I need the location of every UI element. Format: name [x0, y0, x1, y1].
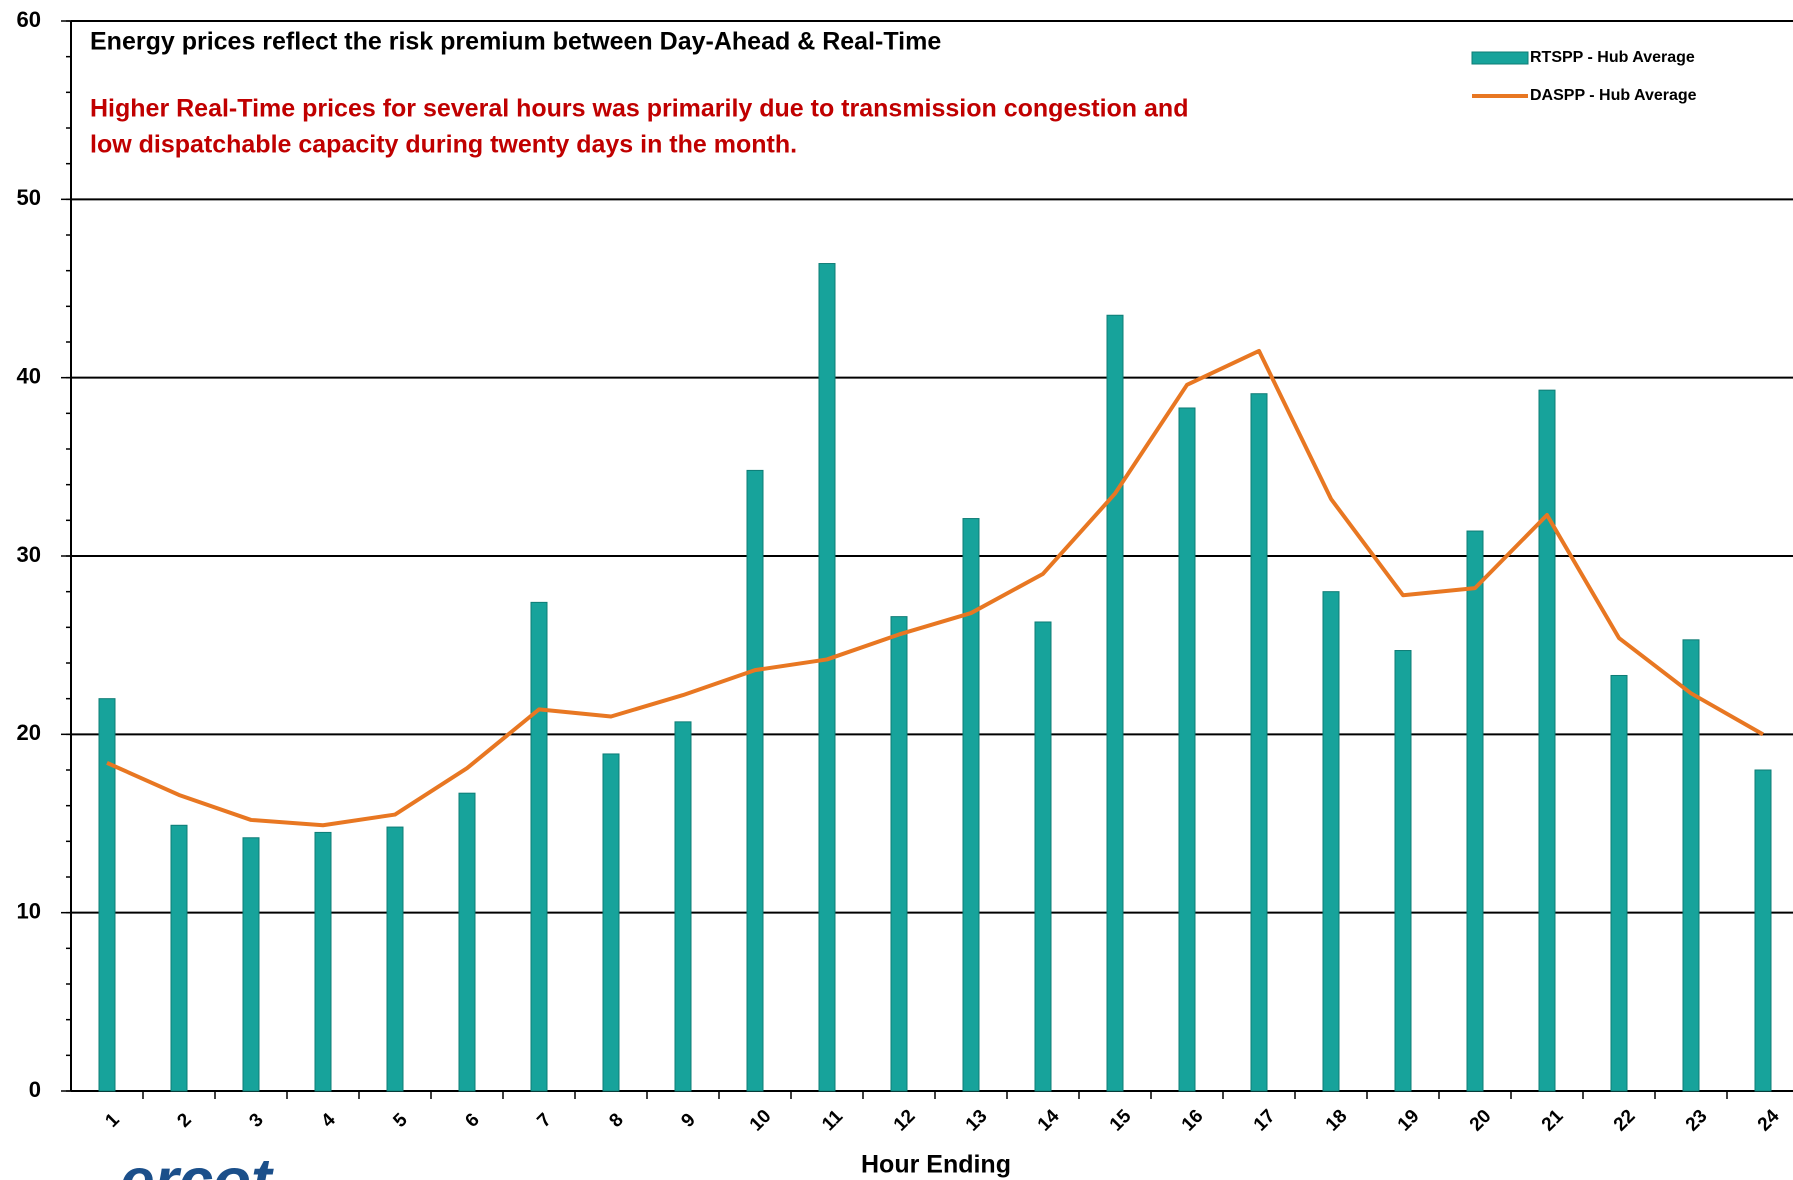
- line: [106, 348, 1764, 828]
- bar: [170, 824, 188, 1092]
- x-tick-label: 22: [1610, 1106, 1640, 1136]
- x-tick-label: 6: [461, 1109, 483, 1131]
- bar: [1106, 314, 1124, 1092]
- y-tick-label: 40: [17, 363, 41, 388]
- bar: [386, 826, 404, 1092]
- y-tick-label: 20: [17, 720, 41, 745]
- logo: ercot: [120, 1146, 274, 1180]
- x-tick-label: 1: [101, 1109, 124, 1132]
- x-tick-label: 3: [245, 1109, 267, 1131]
- legend-swatch: [1471, 51, 1529, 65]
- x-tick-label: 23: [1682, 1106, 1712, 1136]
- x-tick-label: 19: [1394, 1106, 1424, 1136]
- bar: [818, 263, 836, 1092]
- y-tick-label: 0: [29, 1077, 41, 1102]
- x-tick-label: 4: [317, 1109, 340, 1132]
- x-tick-label: 21: [1538, 1105, 1568, 1135]
- y-tick-label: 50: [17, 185, 41, 210]
- x-tick-label: 17: [1250, 1106, 1280, 1136]
- annotation: low dispatchable capacity during twenty …: [90, 131, 797, 159]
- bar: [890, 616, 908, 1092]
- bar: [530, 601, 548, 1092]
- x-tick-label: 16: [1178, 1106, 1208, 1136]
- bar: [746, 469, 764, 1092]
- bar: [1610, 674, 1628, 1092]
- legend-label: RTSPP - Hub Average: [1530, 49, 1695, 66]
- x-tick-label: 20: [1466, 1106, 1496, 1136]
- y-tick-label: 30: [17, 542, 41, 567]
- annotation: Energy prices reflect the risk premium b…: [90, 28, 941, 56]
- x-tick-label: 5: [389, 1109, 412, 1132]
- bar: [962, 518, 980, 1092]
- annotation: Higher Real-Time prices for several hour…: [90, 95, 1188, 123]
- x-axis-label: Hour Ending: [861, 1151, 1011, 1179]
- bar: [602, 753, 620, 1092]
- x-tick-label: 10: [746, 1106, 776, 1136]
- bar: [1178, 407, 1196, 1092]
- bar: [242, 837, 260, 1092]
- x-tick-label: 9: [677, 1109, 699, 1131]
- x-tick-label: 13: [962, 1106, 992, 1136]
- y-tick-label: 10: [17, 898, 41, 923]
- x-tick-label: 11: [818, 1106, 847, 1135]
- bar: [1538, 389, 1556, 1092]
- x-tick-label: 2: [173, 1109, 195, 1131]
- legend-label: DASPP - Hub Average: [1530, 87, 1697, 104]
- bar: [1394, 650, 1412, 1092]
- x-tick-label: 14: [1034, 1105, 1064, 1135]
- x-tick-label: 15: [1106, 1105, 1136, 1135]
- x-tick-label: 24: [1754, 1105, 1784, 1135]
- bar: [1034, 621, 1052, 1092]
- bar: [674, 721, 692, 1092]
- bar: [1682, 639, 1700, 1092]
- x-tick-label: 18: [1322, 1106, 1352, 1136]
- bar: [458, 792, 476, 1092]
- bar: [1466, 530, 1484, 1092]
- bar: [1754, 769, 1772, 1092]
- x-tick-label: 12: [890, 1106, 920, 1136]
- x-tick-label: 7: [533, 1109, 555, 1131]
- bar: [314, 831, 332, 1092]
- y-tick-label: 60: [17, 7, 41, 32]
- bar: [1322, 591, 1340, 1092]
- bar: [1250, 393, 1268, 1092]
- bar: [98, 698, 116, 1092]
- x-tick-label: 8: [605, 1109, 627, 1131]
